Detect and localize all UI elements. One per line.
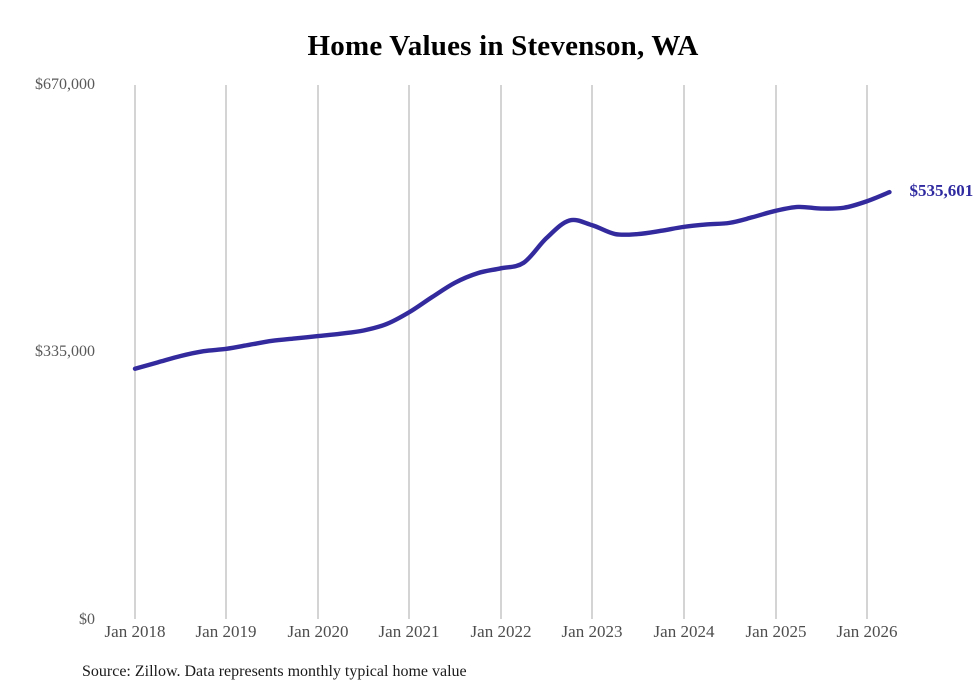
data-line-typical-home-value — [132, 189, 892, 371]
x-tick-label-jan-2026: Jan 2026 — [836, 622, 898, 641]
y-tick-label-mid: $335,000 — [35, 343, 95, 360]
x-tick-label-jan-2019: Jan 2019 — [195, 622, 257, 641]
x-tick-label-jan-2023: Jan 2023 — [561, 622, 623, 641]
end-value-annotation: $535,601 — [909, 181, 974, 201]
x-tick-label-jan-2020: Jan 2020 — [287, 622, 349, 641]
source-note: Source: Zillow. Data represents monthly … — [82, 663, 467, 680]
gridlines — [134, 85, 868, 619]
x-tick-label-jan-2018: Jan 2018 — [104, 622, 166, 641]
x-tick-label-jan-2021: Jan 2021 — [378, 622, 440, 641]
x-tick-label-jan-2025: Jan 2025 — [745, 622, 807, 641]
x-tick-label-jan-2022: Jan 2022 — [470, 622, 532, 641]
y-tick-label-top: $670,000 — [35, 76, 95, 93]
y-tick-label-bottom: $0 — [79, 611, 95, 628]
chart-title: Home Values in Stevenson, WA — [307, 30, 699, 62]
x-tick-label-jan-2024: Jan 2024 — [653, 622, 715, 641]
